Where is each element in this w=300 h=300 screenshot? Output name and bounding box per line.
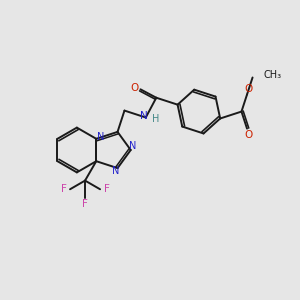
Text: O: O — [130, 83, 139, 93]
Text: N: N — [128, 140, 136, 151]
Text: N: N — [112, 166, 120, 176]
Text: F: F — [61, 184, 66, 194]
Text: F: F — [104, 184, 110, 194]
Text: N: N — [97, 132, 104, 142]
Text: F: F — [82, 200, 88, 209]
Text: N: N — [140, 111, 148, 121]
Text: O: O — [244, 84, 253, 94]
Text: CH₃: CH₃ — [263, 70, 281, 80]
Text: H: H — [152, 114, 159, 124]
Text: O: O — [244, 130, 253, 140]
